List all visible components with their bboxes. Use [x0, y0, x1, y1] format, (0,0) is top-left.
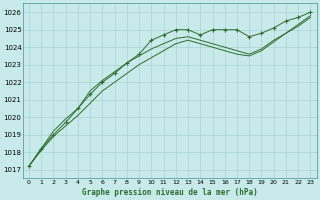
X-axis label: Graphe pression niveau de la mer (hPa): Graphe pression niveau de la mer (hPa)	[82, 188, 258, 197]
